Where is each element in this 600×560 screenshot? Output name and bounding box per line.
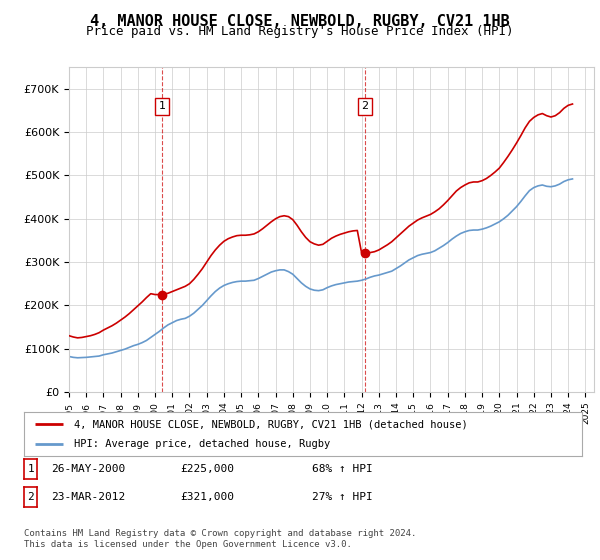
Text: 2: 2: [362, 101, 368, 111]
Text: Contains HM Land Registry data © Crown copyright and database right 2024.
This d: Contains HM Land Registry data © Crown c…: [24, 529, 416, 549]
Text: HPI: Average price, detached house, Rugby: HPI: Average price, detached house, Rugb…: [74, 439, 331, 449]
Text: 27% ↑ HPI: 27% ↑ HPI: [312, 492, 373, 502]
Text: Price paid vs. HM Land Registry's House Price Index (HPI): Price paid vs. HM Land Registry's House …: [86, 25, 514, 38]
Text: 26-MAY-2000: 26-MAY-2000: [51, 464, 125, 474]
Text: £225,000: £225,000: [180, 464, 234, 474]
Text: 1: 1: [27, 464, 34, 474]
Text: 4, MANOR HOUSE CLOSE, NEWBOLD, RUGBY, CV21 1HB (detached house): 4, MANOR HOUSE CLOSE, NEWBOLD, RUGBY, CV…: [74, 419, 468, 429]
Text: £321,000: £321,000: [180, 492, 234, 502]
Text: 1: 1: [158, 101, 166, 111]
Text: 23-MAR-2012: 23-MAR-2012: [51, 492, 125, 502]
Text: 68% ↑ HPI: 68% ↑ HPI: [312, 464, 373, 474]
Text: 4, MANOR HOUSE CLOSE, NEWBOLD, RUGBY, CV21 1HB: 4, MANOR HOUSE CLOSE, NEWBOLD, RUGBY, CV…: [90, 14, 510, 29]
Text: 2: 2: [27, 492, 34, 502]
